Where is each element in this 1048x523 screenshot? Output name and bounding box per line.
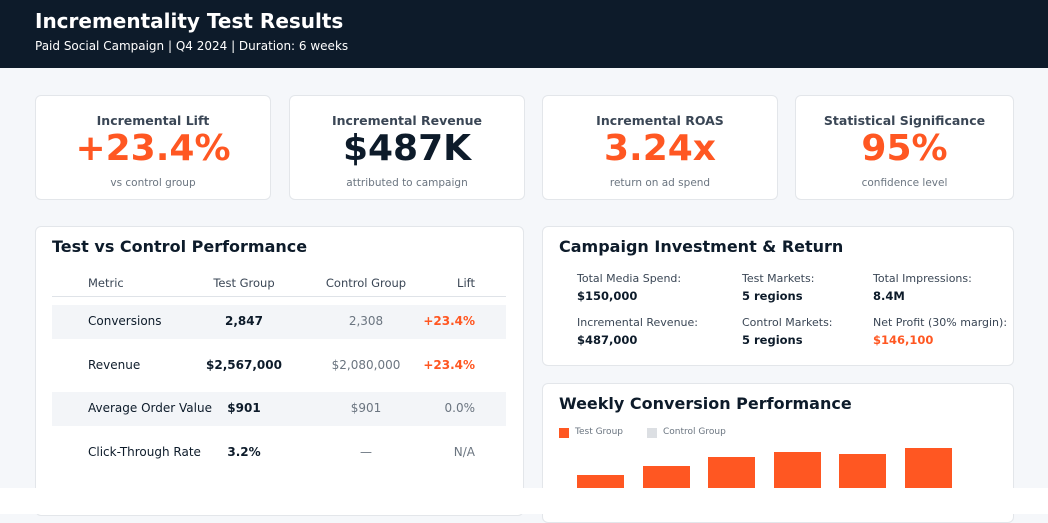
kpi-value: 95%	[861, 128, 948, 169]
investment-label: Net Profit (30% margin):	[873, 316, 1008, 329]
header-rule	[52, 296, 506, 297]
table-cell: $2,080,000	[331, 358, 401, 372]
kpi-label: Statistical Significance	[823, 113, 986, 128]
legend-swatch	[559, 428, 569, 438]
table-cell: +23.4%	[423, 314, 475, 328]
legend-swatch	[647, 428, 657, 438]
torn-edge	[0, 488, 1048, 514]
investment-label: Control Markets:	[742, 316, 833, 329]
table-cell: 2,308	[348, 314, 384, 328]
kpi-card	[795, 95, 1014, 200]
table-cell: Average Order Value	[88, 401, 212, 415]
kpi-label: Incremental Lift	[96, 113, 210, 128]
legend-label: Control Group	[663, 427, 726, 437]
investment-value: $487,000	[577, 333, 638, 347]
investment-value: $146,100	[873, 333, 934, 347]
kpi-note: confidence level	[861, 177, 948, 189]
table-cell: 3.2%	[227, 445, 261, 459]
kpi-card	[35, 95, 271, 200]
row-bg	[52, 305, 506, 339]
kpi-note: vs control group	[110, 177, 196, 189]
column-header: Control Group	[325, 276, 407, 290]
table-cell: Conversions	[88, 314, 162, 328]
kpi-card	[289, 95, 525, 200]
header	[0, 0, 1048, 68]
subtitle: Paid Social Campaign | Q4 2024 | Duratio…	[35, 39, 349, 53]
table-cell: $901	[227, 401, 261, 415]
investment-card	[542, 226, 1014, 366]
table-cell: Click-Through Rate	[88, 445, 201, 459]
kpi-note: return on ad spend	[609, 177, 711, 189]
investment-label: Total Impressions:	[873, 272, 972, 285]
kpi-card	[542, 95, 778, 200]
table-cell: 0.0%	[444, 401, 476, 415]
column-header: Metric	[88, 276, 124, 290]
investment-label: Total Media Spend:	[577, 272, 682, 285]
table-title: Test vs Control Performance	[52, 237, 308, 256]
table-cell: N/A	[453, 445, 475, 459]
table-card	[35, 226, 524, 516]
table-cell: —	[360, 445, 372, 459]
row-bg	[52, 392, 506, 426]
legend-label: Test Group	[575, 427, 623, 437]
table-cell: $2,567,000	[206, 358, 282, 372]
column-header: Test Group	[213, 276, 275, 290]
kpi-label: Incremental Revenue	[331, 113, 483, 128]
kpi-value: 3.24x	[603, 128, 717, 169]
investment-label: Test Markets:	[742, 272, 815, 285]
investment-value: $150,000	[577, 289, 638, 303]
column-header: Lift	[457, 276, 475, 290]
table-cell: 2,847	[225, 314, 263, 328]
kpi-label: Incremental ROAS	[596, 113, 724, 128]
table-cell: +23.4%	[423, 358, 475, 372]
title: Incrementality Test Results	[35, 9, 344, 33]
chart-title: Weekly Conversion Performance	[559, 394, 852, 413]
kpi-value: $487K	[342, 128, 472, 169]
investment-value: 5 regions	[742, 289, 803, 303]
kpi-value: +23.4%	[75, 128, 231, 169]
investment-value: 8.4M	[873, 289, 905, 303]
table-cell: $901	[350, 401, 382, 415]
investment-label: Incremental Revenue:	[577, 316, 698, 329]
table-cell: Revenue	[88, 358, 141, 372]
kpi-note: attributed to campaign	[346, 177, 468, 189]
investment-title: Campaign Investment & Return	[559, 237, 844, 256]
investment-value: 5 regions	[742, 333, 803, 347]
